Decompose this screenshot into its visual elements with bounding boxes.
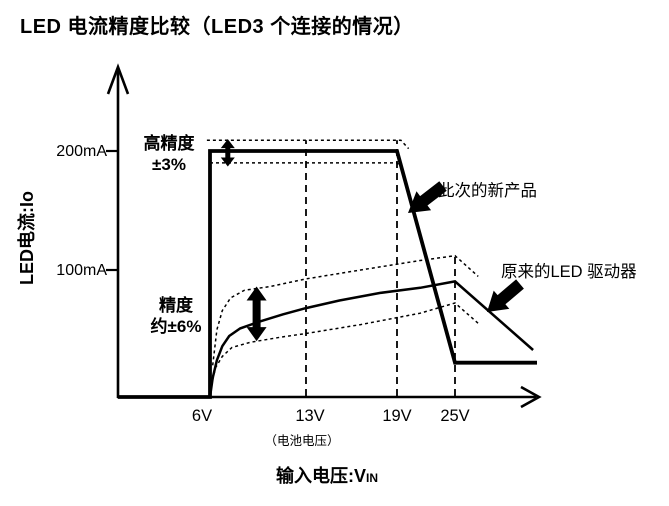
x-axis-label-subscript: IN (366, 471, 378, 485)
old-driver-callout-label: 原来的LED 驱动器 (501, 263, 637, 281)
old-driver-pointer-arrow-icon (487, 279, 524, 312)
new-product-callout-label: 此次的新产品 (438, 182, 537, 200)
grid-guides (305, 140, 456, 396)
series-new-product-band-top (206, 139, 410, 150)
tolerance-arrow-6pct-icon (246, 286, 267, 342)
new-product-accuracy-line2: ±3% (152, 155, 186, 174)
x-tick-label-6v: 6V (191, 407, 213, 425)
series-new-product (118, 149, 537, 399)
figure-title: LED 电流精度比较（LED3 个连接的情况） (20, 16, 414, 38)
battery-voltage-note: （电池电压） (264, 434, 340, 448)
x-axis-label: 输入电压:VIN (232, 462, 422, 488)
new-product-accuracy-line1: 高精度 (143, 134, 195, 153)
y-tick-label-100ma: 100mA (56, 262, 107, 279)
series-old-driver (208, 280, 534, 398)
new-product-pointer-arrow-icon (408, 181, 447, 213)
series-old-driver-band-bottom (210, 302, 479, 386)
series-new-product-band-bottom (210, 162, 405, 171)
y-axis (106, 63, 130, 398)
tolerance-arrow-3pct-icon (220, 139, 235, 167)
x-tick-label-13v: 13V (295, 407, 325, 425)
series-lines (118, 139, 537, 399)
old-driver-accuracy-line1: 精度 (159, 296, 193, 315)
x-axis-label-prefix: 输入电压:V (276, 466, 366, 486)
old-driver-accuracy-label: 精度 约±6% (141, 295, 211, 337)
new-product-accuracy-label: 高精度 ±3% (132, 133, 206, 175)
x-axis-arrowhead-icon (520, 385, 542, 409)
y-axis-label: LED电流:Io (17, 191, 37, 285)
y-axis-arrowhead-icon (106, 63, 130, 95)
old-driver-accuracy-line2: 约±6% (150, 317, 202, 336)
series-old-driver-band-top (211, 254, 479, 366)
y-tick-label-200ma: 200mA (56, 143, 107, 160)
x-tick-label-19v: 19V (382, 407, 412, 425)
tolerance-arrows (220, 139, 267, 342)
x-tick-label-25v: 25V (440, 407, 470, 425)
